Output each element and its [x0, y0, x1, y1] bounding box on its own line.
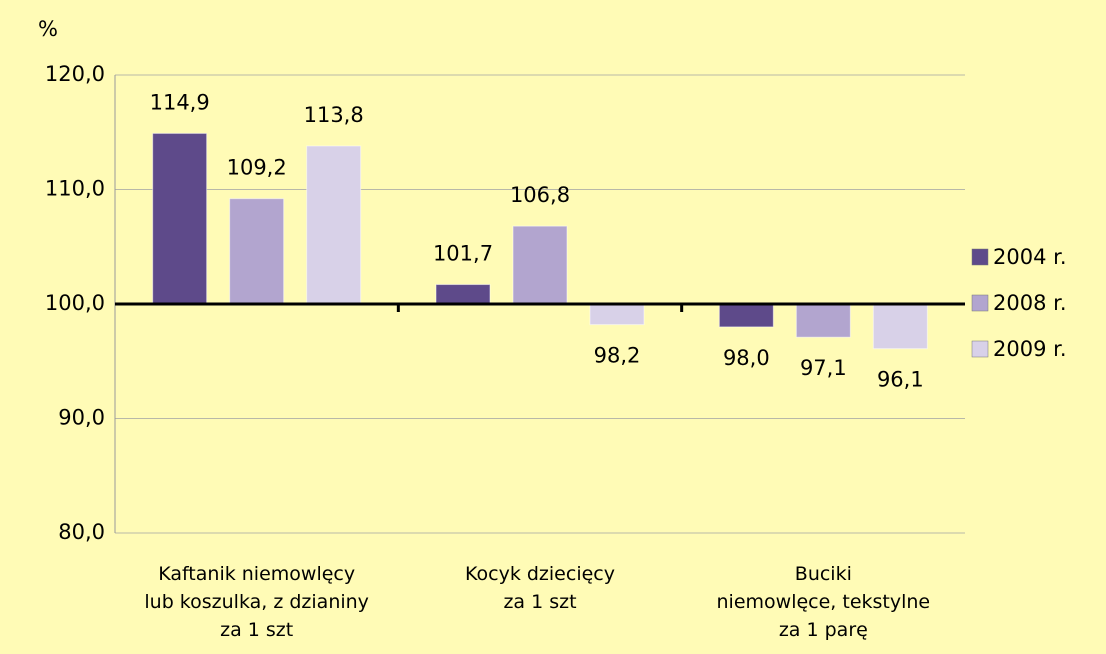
y-tick-label: 110,0 [45, 177, 105, 201]
bar [306, 145, 362, 305]
bar [512, 225, 568, 305]
data-label: 113,8 [304, 103, 364, 127]
bar [718, 303, 774, 328]
legend-swatch [971, 340, 989, 358]
data-label: 109,2 [227, 156, 287, 180]
x-tick-label: Buciki niemowlęce, tekstylne za 1 parę [716, 563, 931, 641]
legend-swatch [971, 294, 989, 312]
legend-label: 2008 r. [993, 291, 1067, 315]
bar [435, 284, 491, 305]
data-label: 98,2 [594, 344, 641, 368]
y-tick-label: 100,0 [45, 291, 105, 315]
legend-label: 2004 r. [993, 245, 1067, 269]
x-tick-label: Kocyk dziecięcy za 1 szt [465, 563, 615, 613]
legend-swatch [971, 248, 989, 266]
x-tick-label: Kaftanik niemowlęcy lub koszulka, z dzia… [144, 563, 369, 641]
data-label: 97,1 [800, 356, 847, 380]
bar [589, 303, 645, 326]
y-tick-label: 80,0 [58, 520, 105, 544]
bar [152, 132, 208, 305]
bar [229, 198, 285, 305]
y-tick-label: 90,0 [58, 406, 105, 430]
data-label: 101,7 [433, 242, 493, 266]
legend-label: 2009 r. [993, 337, 1067, 361]
y-tick-label: 120,0 [45, 62, 105, 86]
y-axis-label: % [38, 17, 58, 41]
data-label: 114,9 [150, 90, 210, 114]
data-label: 96,1 [877, 368, 924, 392]
bar [872, 303, 928, 350]
bar [795, 303, 851, 338]
data-label: 106,8 [510, 183, 570, 207]
data-label: 98,0 [723, 346, 770, 370]
